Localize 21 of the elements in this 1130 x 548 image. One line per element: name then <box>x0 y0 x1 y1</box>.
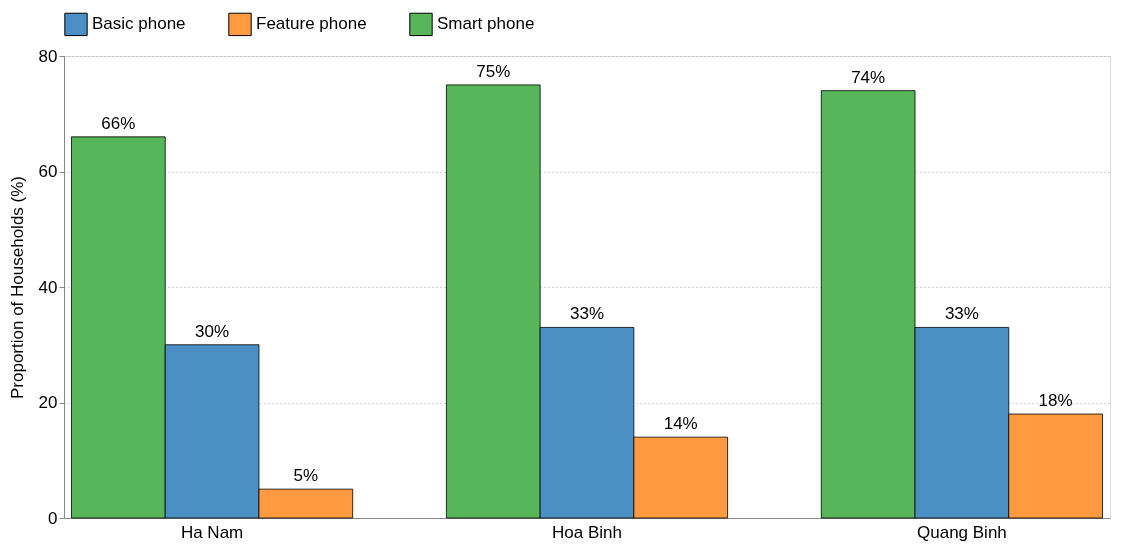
y-tick-label: 60 <box>38 162 58 181</box>
y-tick-label: 20 <box>38 393 58 412</box>
data-label: 5% <box>293 466 319 486</box>
y-tick-label: 40 <box>38 277 58 297</box>
data-label: 33% <box>944 304 979 324</box>
data-label: 14% <box>663 414 698 434</box>
x-tick-label: Quang Binh <box>917 522 1007 542</box>
y-tick-label: 80 <box>38 46 58 66</box>
data-label: 30% <box>195 321 230 341</box>
data-label: 33% <box>569 304 605 324</box>
data-label: 66% <box>101 113 136 133</box>
x-tick-label: Hoa Binh <box>552 522 622 542</box>
legend-label: Feature phone <box>256 14 367 34</box>
y-tick-label: 0 <box>48 508 58 528</box>
y-axis-title: Proportion of Households (%) <box>7 175 27 400</box>
data-label: 75% <box>476 61 511 81</box>
x-tick-label: Ha Nam <box>180 522 244 542</box>
legend-label: Smart phone <box>437 14 535 34</box>
data-label: 74% <box>851 67 886 87</box>
legend-label: Basic phone <box>92 14 186 34</box>
data-label: 18% <box>1038 391 1073 411</box>
